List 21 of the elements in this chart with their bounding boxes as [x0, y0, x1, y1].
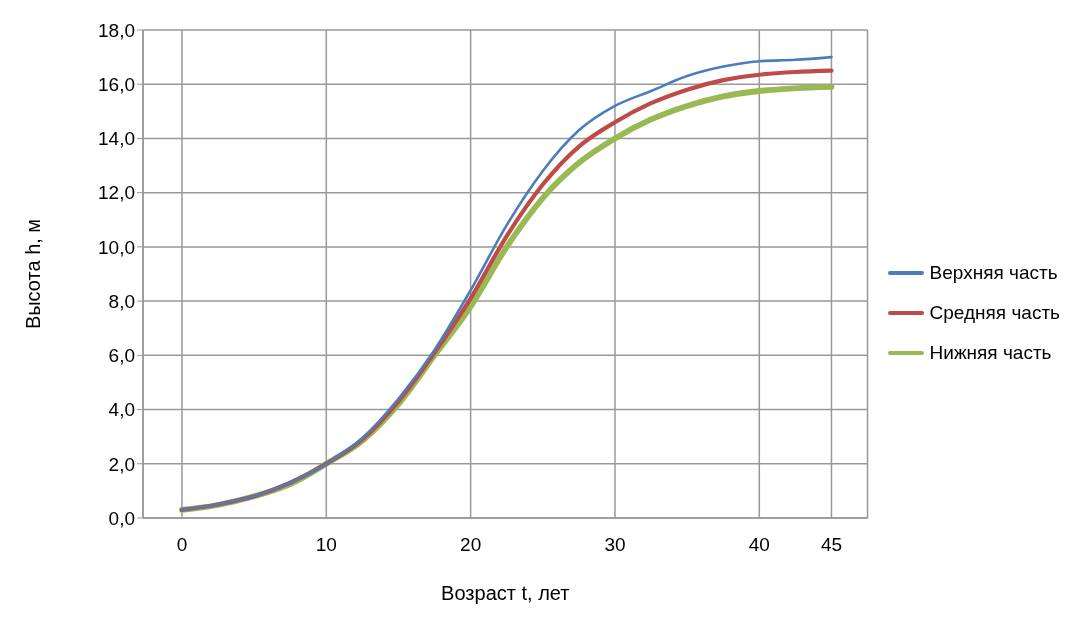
y-tick-label: 18,0 — [98, 19, 135, 41]
y-tick-label: 6,0 — [108, 345, 135, 367]
x-tick-label: 10 — [315, 534, 337, 556]
x-tick-label: 40 — [748, 534, 770, 556]
x-axis-title: Возраст t, лет — [441, 582, 570, 604]
y-tick-label: 12,0 — [98, 182, 135, 204]
y-tick-label: 8,0 — [108, 290, 135, 312]
legend-label: Нижняя часть — [929, 341, 1052, 365]
y-tick-label: 14,0 — [98, 128, 135, 150]
x-tick-label: 0 — [176, 534, 188, 556]
y-tick-label: 4,0 — [108, 399, 135, 421]
y-tick-label: 10,0 — [98, 236, 135, 258]
x-tick-label: 20 — [460, 534, 482, 556]
legend-label: Верхняя часть — [929, 261, 1058, 285]
y-tick-label: 0,0 — [108, 507, 135, 529]
x-tick-label: 30 — [604, 534, 626, 556]
y-axis-title: Высота h, м — [22, 218, 45, 330]
y-tick-label: 16,0 — [98, 73, 135, 95]
legend-label: Средняя часть — [929, 301, 1060, 325]
x-tick-label: 45 — [820, 534, 843, 556]
y-tick-label: 2,0 — [108, 453, 135, 475]
